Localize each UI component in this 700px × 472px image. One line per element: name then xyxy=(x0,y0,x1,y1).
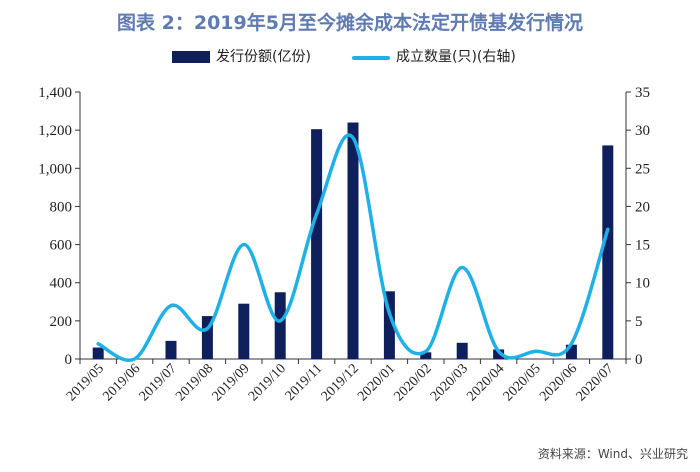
y-tick-label-left: 800 xyxy=(50,199,73,215)
x-tick-label: 2019/12 xyxy=(319,361,362,404)
bar xyxy=(456,342,468,359)
y-tick-label-right: 35 xyxy=(635,85,650,101)
source-note: 资料来源：Wind、兴业研究 xyxy=(537,447,688,461)
bar xyxy=(565,344,577,359)
x-tick-label: 2020/07 xyxy=(574,361,617,404)
chart-title: 图表 2：2019年5月至今摊余成本法定开债基发行情况 xyxy=(117,12,583,34)
x-tick-label: 2020/01 xyxy=(355,361,398,404)
y-tick-label-right: 25 xyxy=(635,161,650,177)
x-tick-label: 2020/02 xyxy=(392,361,435,404)
y-tick-label-right: 0 xyxy=(635,352,643,368)
legend-item-line: 成立数量(只)(右轴) xyxy=(352,46,516,66)
bar xyxy=(274,292,286,359)
x-tick-label: 2020/04 xyxy=(464,361,507,404)
bar xyxy=(493,349,505,359)
x-tick-label: 2019/10 xyxy=(246,361,289,404)
bar xyxy=(201,316,213,359)
bar xyxy=(311,129,323,359)
bar xyxy=(238,303,250,359)
y-tick-label-right: 20 xyxy=(635,199,650,215)
bar xyxy=(92,347,104,359)
x-tick-label: 2019/11 xyxy=(283,361,326,404)
x-tick-label: 2020/05 xyxy=(501,361,544,404)
y-tick-label-left: 1,200 xyxy=(38,123,72,139)
y-tick-label-right: 30 xyxy=(635,123,650,139)
bar xyxy=(420,352,432,359)
x-tick-label: 2019/07 xyxy=(137,361,180,404)
y-tick-label-right: 5 xyxy=(635,314,643,330)
y-tick-label-left: 1,400 xyxy=(38,85,72,101)
legend: 发行份额(亿份) 成立数量(只)(右轴) xyxy=(0,46,700,68)
y-tick-label-left: 1,000 xyxy=(38,161,72,177)
legend-item-bar: 发行份额(亿份) xyxy=(172,46,311,66)
legend-label-bar: 发行份额(亿份) xyxy=(216,49,311,65)
legend-swatch-bar xyxy=(172,51,210,63)
x-tick-label: 2020/06 xyxy=(537,361,580,404)
x-tick-label: 2019/06 xyxy=(100,361,143,404)
y-tick-label-left: 600 xyxy=(50,238,73,254)
bar xyxy=(165,340,177,359)
x-tick-label: 2019/08 xyxy=(173,361,216,404)
x-tick-label: 2020/03 xyxy=(428,361,471,404)
legend-label-line: 成立数量(只)(右轴) xyxy=(396,49,516,65)
y-tick-label-left: 400 xyxy=(50,276,73,292)
bar xyxy=(347,122,359,359)
y-tick-label-right: 10 xyxy=(635,276,650,292)
line-series xyxy=(96,133,610,363)
legend-swatch-line xyxy=(352,56,390,60)
bar xyxy=(602,145,614,359)
y-tick-label-right: 15 xyxy=(635,238,650,254)
y-tick-label-left: 200 xyxy=(50,314,73,330)
bar xyxy=(383,291,395,359)
x-tick-label: 2019/09 xyxy=(210,361,253,404)
y-tick-label-left: 0 xyxy=(65,352,73,368)
